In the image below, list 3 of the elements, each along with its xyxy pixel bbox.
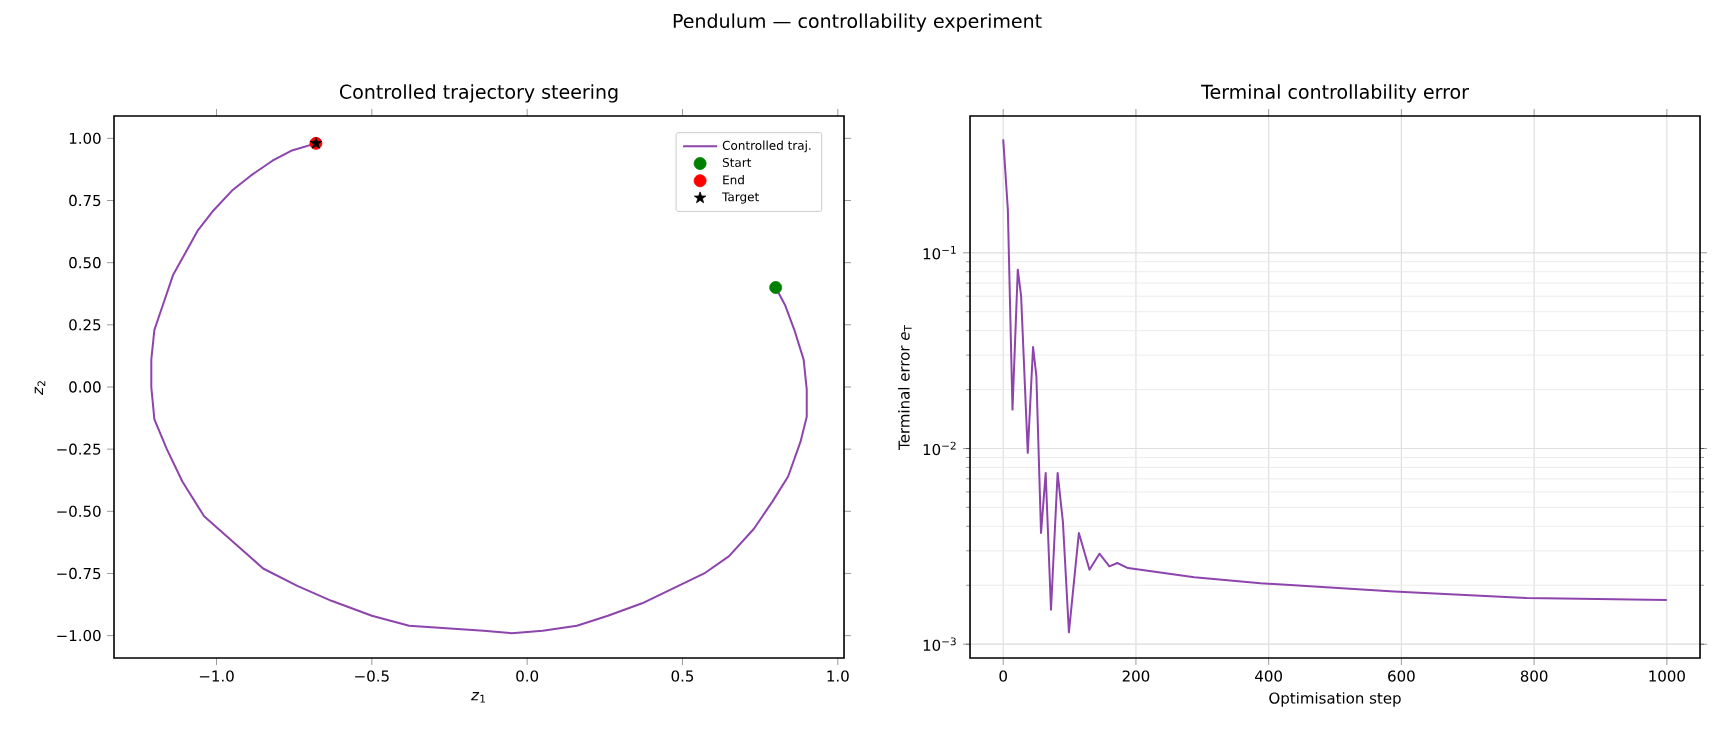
chart-title: Controlled trajectory steering [340, 84, 618, 103]
chart-title: Terminal controllability error [1201, 84, 1469, 103]
text: Pendulum — controllability experiment [673, 13, 1042, 32]
